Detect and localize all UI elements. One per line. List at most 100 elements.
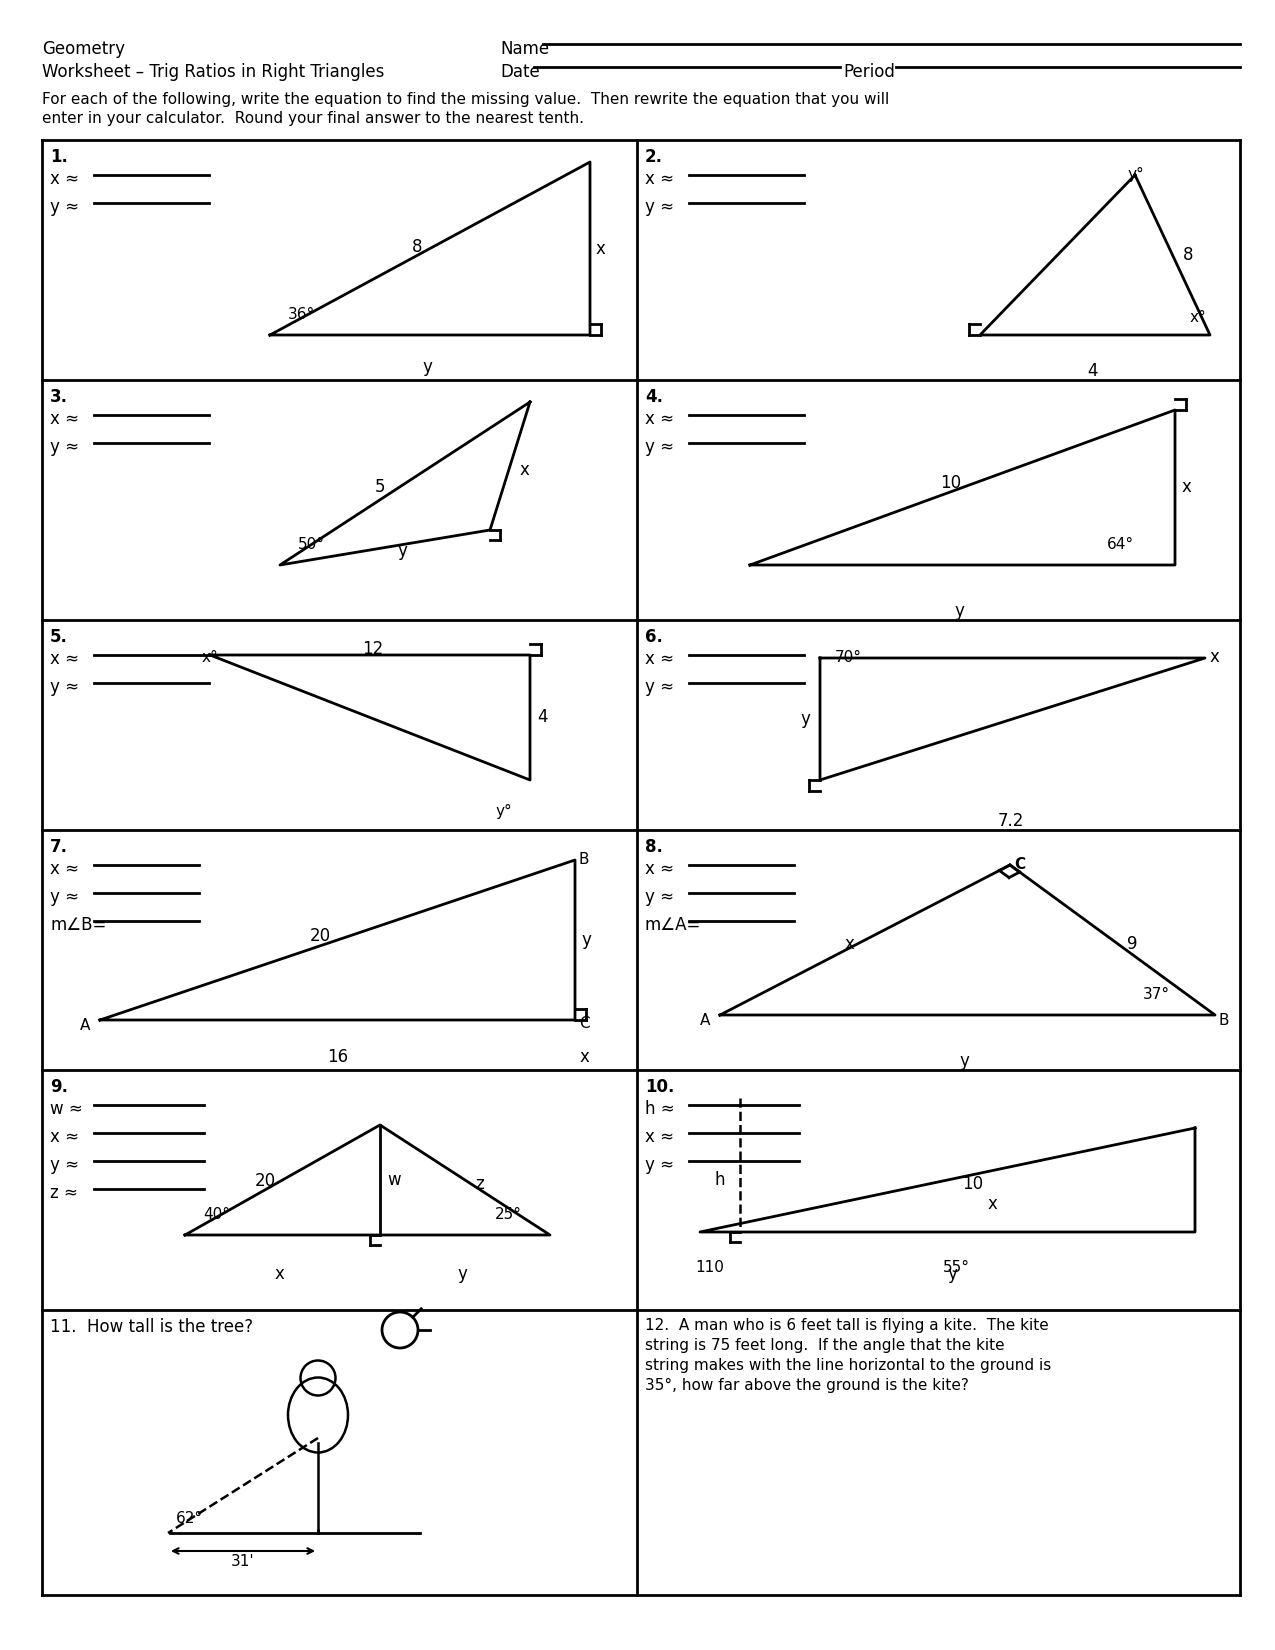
Text: y°: y° <box>495 804 511 818</box>
Text: h: h <box>715 1172 725 1190</box>
Text: string makes with the line horizontal to the ground is: string makes with the line horizontal to… <box>645 1358 1052 1373</box>
Text: x°: x° <box>1190 310 1206 325</box>
Text: 12.  A man who is 6 feet tall is flying a kite.  The kite: 12. A man who is 6 feet tall is flying a… <box>645 1318 1049 1333</box>
Text: y: y <box>947 1266 958 1284</box>
Text: x: x <box>520 460 530 478</box>
Text: Worksheet – Trig Ratios in Right Triangles: Worksheet – Trig Ratios in Right Triangl… <box>42 63 384 81</box>
Text: y ≈: y ≈ <box>50 888 79 906</box>
Text: 31': 31' <box>231 1554 255 1569</box>
Text: x ≈: x ≈ <box>645 409 674 427</box>
Text: w: w <box>388 1172 400 1190</box>
Text: x ≈: x ≈ <box>50 409 79 427</box>
Text: 16: 16 <box>328 1048 348 1066</box>
Text: z: z <box>476 1175 483 1193</box>
Text: 35°, how far above the ground is the kite?: 35°, how far above the ground is the kit… <box>645 1378 969 1393</box>
Text: 10: 10 <box>963 1175 983 1193</box>
Text: y: y <box>456 1266 467 1284</box>
Text: y: y <box>799 710 810 728</box>
Text: x°: x° <box>201 650 219 665</box>
Text: x: x <box>595 239 606 257</box>
Text: x ≈: x ≈ <box>645 1129 674 1147</box>
Text: y ≈: y ≈ <box>50 198 79 216</box>
Text: 36°: 36° <box>288 307 315 322</box>
Text: x: x <box>274 1266 284 1284</box>
Text: 6.: 6. <box>645 629 663 647</box>
Text: y: y <box>581 931 590 949</box>
Text: y°: y° <box>1127 167 1144 182</box>
Text: 20: 20 <box>310 927 330 945</box>
Text: Geometry: Geometry <box>42 40 125 58</box>
Text: x ≈: x ≈ <box>50 860 79 878</box>
Text: x: x <box>1182 478 1192 497</box>
Text: h ≈: h ≈ <box>645 1101 674 1119</box>
Text: 9.: 9. <box>50 1077 68 1096</box>
Text: y ≈: y ≈ <box>645 678 674 696</box>
Text: x ≈: x ≈ <box>645 650 674 668</box>
Text: 9: 9 <box>1127 936 1137 954</box>
Text: 64°: 64° <box>1107 536 1135 553</box>
Text: 1.: 1. <box>50 148 68 167</box>
Text: x ≈: x ≈ <box>645 860 674 878</box>
Text: 55°: 55° <box>942 1261 969 1275</box>
Text: 4: 4 <box>1088 361 1098 380</box>
Text: x ≈: x ≈ <box>50 1129 79 1147</box>
Text: 4.: 4. <box>645 388 663 406</box>
Text: 40°: 40° <box>203 1208 229 1223</box>
Text: 5.: 5. <box>50 629 68 647</box>
Text: 110: 110 <box>695 1261 724 1275</box>
Text: y: y <box>955 602 964 620</box>
Text: m∠A=: m∠A= <box>645 916 701 934</box>
Text: A: A <box>700 1013 710 1028</box>
Text: y ≈: y ≈ <box>50 437 79 455</box>
Text: y ≈: y ≈ <box>50 678 79 696</box>
Text: 7.: 7. <box>50 838 68 856</box>
Text: y ≈: y ≈ <box>645 198 674 216</box>
Text: y ≈: y ≈ <box>645 437 674 455</box>
Text: 10.: 10. <box>645 1077 674 1096</box>
Text: y ≈: y ≈ <box>645 1157 674 1175</box>
Text: 50°: 50° <box>298 536 325 553</box>
Text: y ≈: y ≈ <box>645 888 674 906</box>
Text: x: x <box>580 1048 590 1066</box>
Text: 20: 20 <box>255 1172 275 1190</box>
Text: x: x <box>845 936 854 954</box>
Text: 62°: 62° <box>176 1511 203 1526</box>
Text: B: B <box>1219 1013 1229 1028</box>
Text: 70°: 70° <box>835 650 862 665</box>
Text: y ≈: y ≈ <box>50 1157 79 1175</box>
Text: z ≈: z ≈ <box>50 1185 78 1201</box>
Text: 37°: 37° <box>1142 987 1170 1002</box>
Text: Name: Name <box>500 40 550 58</box>
Text: Date: Date <box>500 63 539 81</box>
Text: string is 75 feet long.  If the angle that the kite: string is 75 feet long. If the angle tha… <box>645 1338 1005 1353</box>
Text: C: C <box>579 1016 589 1031</box>
Text: 2.: 2. <box>645 148 663 167</box>
Text: w ≈: w ≈ <box>50 1101 83 1119</box>
Text: x ≈: x ≈ <box>645 170 674 188</box>
Text: 4: 4 <box>537 708 547 726</box>
Text: 25°: 25° <box>495 1208 521 1223</box>
Text: B: B <box>579 851 589 866</box>
Text: A: A <box>80 1018 91 1033</box>
Text: Period: Period <box>843 63 895 81</box>
Text: x: x <box>1210 648 1220 667</box>
Text: 10: 10 <box>941 474 961 492</box>
Text: 8: 8 <box>412 239 422 256</box>
Text: 8.: 8. <box>645 838 663 856</box>
Text: x ≈: x ≈ <box>50 170 79 188</box>
Text: 11.  How tall is the tree?: 11. How tall is the tree? <box>50 1318 254 1337</box>
Text: C: C <box>1014 856 1025 871</box>
Text: 7.2: 7.2 <box>997 812 1024 830</box>
Text: 8: 8 <box>1182 246 1193 264</box>
Text: For each of the following, write the equation to find the missing value.  Then r: For each of the following, write the equ… <box>42 92 889 107</box>
Text: 3.: 3. <box>50 388 68 406</box>
Text: m∠B=: m∠B= <box>50 916 106 934</box>
Text: x ≈: x ≈ <box>50 650 79 668</box>
Text: x: x <box>988 1195 997 1213</box>
Text: y: y <box>960 1053 969 1069</box>
Text: y: y <box>422 358 432 376</box>
Text: y: y <box>397 543 407 561</box>
Text: enter in your calculator.  Round your final answer to the nearest tenth.: enter in your calculator. Round your fin… <box>42 111 584 125</box>
Text: 12: 12 <box>362 640 384 658</box>
Text: 5: 5 <box>375 478 385 497</box>
